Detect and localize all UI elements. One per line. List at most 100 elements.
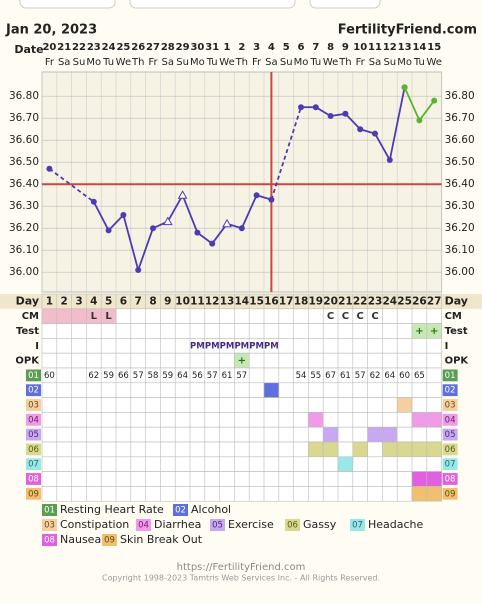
weekday-label: Sa	[162, 57, 174, 68]
temp-segment	[48, 168, 95, 203]
date-label: 11	[368, 42, 382, 53]
date-label: 1	[224, 42, 231, 53]
heart-rate: 54	[296, 371, 307, 381]
weekday-label: Sa	[58, 57, 70, 68]
cell-text: PM	[249, 341, 264, 351]
date-label: 4	[268, 42, 275, 53]
factor-cell	[308, 412, 324, 428]
site-name: FertilityFriend.com	[338, 23, 477, 38]
day-number: 23	[368, 295, 383, 307]
code-badge	[442, 428, 458, 441]
day-number: 15	[249, 295, 264, 307]
code-badge	[26, 369, 41, 382]
y-tick-label-right: 36.50	[445, 156, 475, 168]
footer-url[interactable]: https://FertilityFriend.com	[177, 562, 306, 573]
heart-rate: 62	[370, 371, 381, 381]
factor-cell	[396, 441, 413, 458]
heart-rate: 57	[355, 371, 366, 381]
date-label: 15	[427, 42, 441, 53]
temp-marker	[268, 196, 275, 203]
row-label: I	[35, 341, 39, 352]
code-badge	[26, 413, 41, 426]
code-label: 05	[28, 430, 39, 440]
weekday-label: Sa	[265, 57, 277, 68]
legend-code: 08	[44, 536, 55, 546]
date-label: 27	[146, 42, 160, 53]
weekday-label: Sa	[369, 57, 381, 68]
row-bg	[41, 412, 442, 428]
weekday-label: Su	[280, 57, 293, 68]
temp-marker-open	[177, 190, 188, 199]
day-number: 1	[46, 295, 53, 307]
y-tick-label-right: 36.40	[445, 178, 475, 190]
day-number: 25	[397, 295, 412, 307]
cell-text: C	[371, 311, 378, 322]
y-tick-label-right: 36.80	[445, 90, 475, 102]
temp-marker	[357, 126, 364, 133]
weekday-label: We	[219, 57, 234, 68]
day-number: 18	[294, 295, 309, 307]
factor-cell	[367, 426, 383, 443]
cell-text: +	[238, 356, 246, 367]
code-label: 06	[445, 445, 456, 455]
code-label: 02	[445, 386, 456, 396]
temp-marker	[120, 212, 127, 218]
weekday-label: Mo	[86, 57, 101, 68]
legend-name: Alcohol	[191, 503, 231, 516]
day-number: 2	[61, 295, 68, 307]
cell-text: +	[415, 326, 423, 337]
heart-rate: 56	[192, 371, 203, 381]
day-number: 14	[234, 295, 249, 307]
shaded-cell	[71, 308, 87, 324]
code-label: 04	[445, 415, 456, 425]
weekday-label: We	[116, 57, 131, 68]
legend-name: Gassy	[303, 518, 337, 531]
cell-text: PM	[264, 341, 279, 351]
code-label: 01	[445, 371, 456, 381]
chart-date: Jan 20, 2023	[5, 23, 97, 38]
row-label: OPK	[15, 356, 40, 367]
day-number: 10	[175, 295, 190, 307]
plot-area	[41, 71, 443, 293]
heart-rate: 61	[222, 371, 233, 381]
temp-segment	[388, 87, 406, 161]
heart-rate: 55	[310, 371, 321, 381]
code-badge	[442, 487, 458, 500]
button[interactable]	[309, 0, 381, 9]
weekday-label: Mo	[190, 57, 205, 68]
weekday-label: Tu	[413, 57, 425, 68]
code-badge	[26, 399, 41, 411]
row-bg	[41, 397, 442, 413]
day-number: 5	[105, 295, 112, 307]
heart-rate: 57	[207, 371, 218, 381]
code-label: 03	[28, 401, 39, 411]
cell-text: C	[327, 311, 334, 322]
cell-text: L	[105, 311, 112, 322]
temp-marker	[150, 225, 156, 232]
code-badge	[442, 384, 458, 397]
y-tick-label: 36.80	[9, 90, 39, 102]
date-label: 22	[72, 42, 86, 53]
temp-segment	[137, 227, 154, 271]
factor-cell	[382, 441, 398, 458]
weekday-label: Fr	[148, 57, 158, 68]
y-tick-label: 36.10	[9, 244, 39, 256]
temp-marker	[46, 165, 53, 172]
temp-segment	[167, 194, 184, 223]
heart-rate: 59	[103, 371, 114, 381]
day-number: 4	[90, 295, 97, 307]
code-badge	[26, 443, 41, 456]
day-number: 12	[205, 295, 220, 307]
factor-cell	[411, 471, 428, 487]
button[interactable]	[129, 0, 296, 9]
button[interactable]	[19, 0, 116, 9]
code-badge	[26, 428, 41, 441]
row-label: Day	[16, 294, 39, 307]
weekday-label: Su	[383, 57, 396, 68]
factor-cell	[411, 486, 428, 502]
code-label: 05	[445, 430, 456, 440]
row-label-right: CM	[445, 311, 462, 322]
weekday-label: Su	[176, 57, 189, 68]
code-badge	[26, 487, 41, 500]
